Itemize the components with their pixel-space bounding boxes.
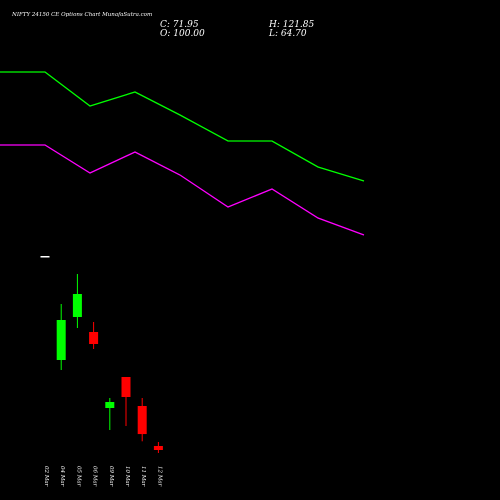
candle-body bbox=[40, 256, 50, 258]
x-tick-label: 02 Mar bbox=[43, 466, 49, 487]
candle-body bbox=[72, 294, 82, 317]
candle-04-mar bbox=[56, 304, 66, 370]
overlay-line-1 bbox=[0, 71, 365, 182]
candle-02-mar bbox=[40, 256, 50, 258]
candle-body bbox=[137, 406, 147, 435]
candle-06-mar bbox=[89, 322, 99, 349]
candle-body bbox=[121, 377, 131, 397]
candle-05-mar bbox=[72, 274, 82, 328]
chart-title: NIFTY 24150 CE Options Chart MunafaSutra… bbox=[12, 12, 153, 18]
candle-09-mar bbox=[105, 398, 115, 430]
candle-12-mar bbox=[153, 442, 163, 453]
candles bbox=[40, 256, 163, 453]
x-tick-label: 04 Mar bbox=[59, 466, 65, 487]
candle-body bbox=[153, 446, 163, 450]
candle-body bbox=[56, 320, 66, 360]
candle-11-mar bbox=[137, 398, 147, 442]
low-value: L: 64.70 bbox=[269, 29, 307, 39]
overlay-lines bbox=[0, 71, 365, 236]
x-tick-label: 12 Mar bbox=[156, 466, 162, 487]
candle-body bbox=[105, 402, 115, 408]
x-axis-ticks: 02 Mar 04 Mar 05 Mar 06 Mar 09 Mar 10 Mar 11 M… bbox=[43, 466, 162, 487]
x-tick-label: 09 Mar bbox=[108, 466, 114, 487]
high-value: H: 121.85 bbox=[269, 20, 315, 30]
candle-10-mar bbox=[121, 377, 131, 426]
x-tick-label: 06 Mar bbox=[92, 466, 98, 487]
overlay-line-2 bbox=[0, 144, 365, 236]
x-tick-label: 05 Mar bbox=[75, 466, 81, 487]
x-tick-label: 10 Mar bbox=[124, 466, 130, 487]
candle-body bbox=[89, 332, 99, 344]
close-value: C: 71.95 bbox=[160, 20, 199, 30]
x-tick-label: 11 Mar bbox=[140, 466, 146, 487]
open-value: O: 100.00 bbox=[160, 29, 205, 39]
